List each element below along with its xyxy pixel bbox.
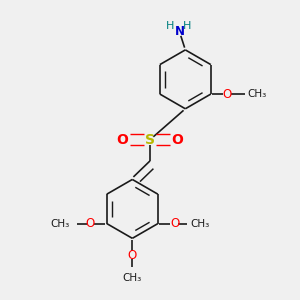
- Text: O: O: [128, 249, 137, 262]
- Text: O: O: [170, 217, 179, 230]
- Text: H: H: [183, 21, 191, 31]
- Text: CH₃: CH₃: [190, 219, 209, 229]
- Text: O: O: [223, 88, 232, 100]
- Text: N: N: [174, 25, 184, 38]
- Text: H: H: [166, 21, 174, 31]
- Text: CH₃: CH₃: [248, 89, 267, 99]
- Text: CH₃: CH₃: [123, 273, 142, 283]
- Text: CH₃: CH₃: [50, 219, 69, 229]
- Text: O: O: [117, 133, 129, 147]
- Text: S: S: [145, 133, 155, 147]
- Text: O: O: [171, 133, 183, 147]
- Text: O: O: [85, 217, 94, 230]
